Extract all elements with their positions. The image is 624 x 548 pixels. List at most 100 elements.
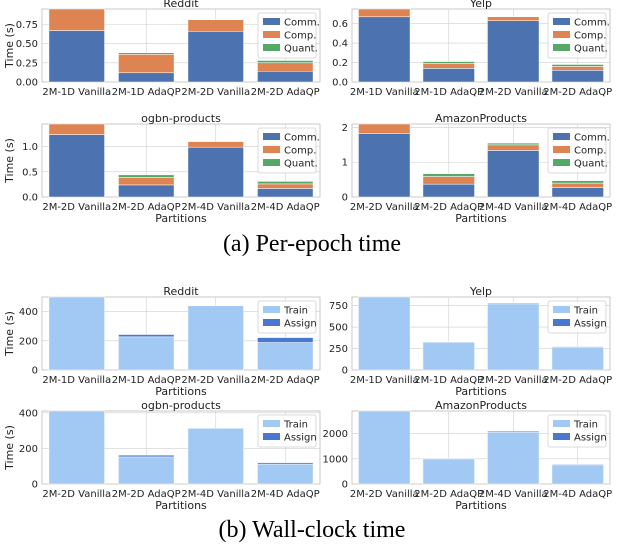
bar-train [48,296,105,371]
x-axis-label: Partitions [155,385,207,398]
bar-comm [187,31,244,83]
bar-train [487,303,540,371]
legend-swatch [263,133,280,140]
x-tick-label: 2M-4D AdaQP [251,202,320,213]
bar-comp [551,182,604,188]
bar-comm [257,70,314,83]
legend-swatch [553,433,570,440]
y-tick-label: 0.0 [332,78,348,89]
legend-swatch [553,44,570,51]
x-tick-label: 2M-2D Vanilla [181,375,250,386]
legend-label: Comp. [284,31,316,42]
x-tick-label: 2M-2D AdaQP [251,375,320,386]
bar-comm [487,20,540,83]
x-tick-label: 2M-2D Vanilla [350,489,419,500]
y-tick-label: 0.4 [332,39,348,50]
bar-assign [118,454,175,458]
y-tick-label: 250 [329,344,348,355]
chart-title: Reddit [163,285,199,298]
y-tick-label: 0 [342,480,348,491]
y-tick-label: 0.0 [22,193,38,204]
x-tick-label: 2M-1D AdaQP [112,87,181,98]
bar-assign [487,302,540,305]
bar-comm [187,146,244,198]
legend-swatch [263,433,280,440]
legend-label: Quant. [284,44,318,55]
x-tick-label: 2M-1D Vanilla [42,375,111,386]
legend-swatch [553,133,570,140]
y-tick-label: 0.5 [22,167,38,178]
bar-train [187,428,244,485]
legend-swatch [553,146,570,153]
x-tick-label: 2M-2D Vanilla [181,87,250,98]
bar-assign [551,346,604,348]
chart-panel-3: 0.0 0.5 1.0 2M-2D Vanilla 2M-2D AdaQP 2M-4D V… [3,112,321,225]
x-axis-label: Partitions [155,499,207,512]
bar-comp [187,19,244,32]
x-axis-label: Partitions [455,385,507,398]
bar-comp [257,62,314,72]
bar-train [118,336,175,371]
bar-comp [257,183,314,189]
bar-quant [257,181,314,185]
chart-title: AmazonProducts [435,399,527,412]
bar-quant [118,174,175,178]
y-tick-label: 0 [32,366,38,377]
legend: Train Assign [257,414,317,448]
chart-panel-1: 0.00 0.25 0.50 0.75 2M-1D Vanilla 2M-1D AdaQP… [3,0,321,98]
chart-title: Reddit [163,0,199,10]
x-tick-label: 2M-4D AdaQP [543,489,612,500]
legend-swatch [263,306,280,313]
legend-label: Assign [284,319,317,330]
legend: Comm. Comp. Quant. [547,12,610,59]
y-tick-label: 2000 [323,429,348,440]
legend-swatch [553,159,570,166]
bar-assign [422,458,475,460]
chart-title: AmazonProducts [435,112,527,125]
bar-comp [487,144,540,151]
bar-comp [48,123,105,135]
bar-train [257,342,314,371]
bar-train [487,431,540,485]
bar-comm [358,16,411,83]
legend-label: Assign [574,319,607,330]
legend: Train Assign [547,300,607,334]
legend-swatch [263,420,280,427]
chart-panel-5: 0 200 400 2M-1D Vanilla 2M-1D AdaQP 2M-2D Van… [3,285,321,398]
bar-train [551,346,604,371]
caption-b: (b) Wall-clock time [219,517,406,543]
x-tick-label: 2M-2D AdaQP [112,489,181,500]
legend-swatch [263,159,280,166]
x-tick-label: 2M-2D Vanilla [350,202,419,213]
chart-title: ogbn-products [141,112,221,125]
bar-assign [257,462,314,465]
x-axis-label: Partitions [455,212,507,225]
bar-assign [487,430,540,433]
chart-title: Yelp [469,285,492,298]
legend-swatch [553,18,570,25]
x-tick-label: 2M-2D AdaQP [112,202,181,213]
x-tick-label: 2M-2D AdaQP [543,375,612,386]
legend-label: Train [283,306,308,317]
chart-title: Yelp [469,0,492,10]
x-tick-label: 2M-1D AdaQP [112,375,181,386]
x-tick-label: 2M-2D Vanilla [42,202,111,213]
bar-comm [257,188,314,198]
bar-assign [118,334,175,338]
bar-train [257,463,314,485]
legend-label: Comp. [574,146,606,157]
x-tick-label: 2M-2D AdaQP [251,87,320,98]
y-tick-label: 1 [342,158,348,169]
chart-title: ogbn-products [141,399,221,412]
legend-label: Quant. [574,159,608,170]
bar-comm [118,72,175,83]
bar-comm [551,70,604,83]
bar-quant [487,142,540,146]
bar-train [358,410,411,485]
bar-quant [551,64,604,67]
x-tick-label: 2M-4D Vanilla [181,202,250,213]
bar-comp [118,54,175,74]
